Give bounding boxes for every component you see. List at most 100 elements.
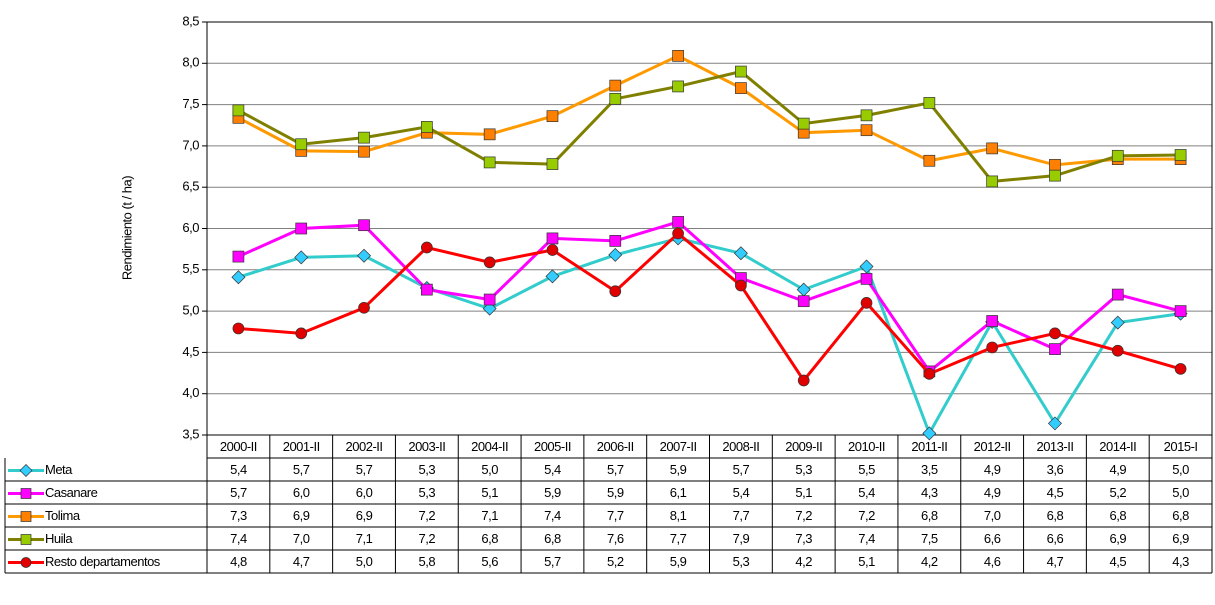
marker: [860, 273, 873, 285]
table-cell: 6,8: [1109, 508, 1126, 523]
y-tick-label: 6,5: [182, 179, 199, 194]
table-cell: 5,9: [670, 554, 687, 569]
marker: [860, 109, 873, 122]
marker: [860, 296, 873, 309]
marker: [420, 241, 433, 254]
marker: [986, 341, 999, 354]
table-cell: 8,1: [670, 508, 687, 523]
marker: [545, 269, 560, 284]
table-cell: 7,9: [733, 531, 750, 546]
y-tick-label: 4,5: [182, 344, 199, 359]
table-cell: 5,0: [1172, 485, 1189, 500]
series-line: [237, 54, 1181, 167]
table-cell: 5,7: [293, 462, 310, 477]
marker: [672, 50, 684, 62]
table-cell: 6,9: [1109, 531, 1126, 546]
x-tick-label: 2012-II: [974, 439, 1011, 454]
table-cell: 6,9: [293, 508, 310, 523]
marker: [797, 117, 810, 130]
table-cell: 7,7: [670, 531, 687, 546]
table-cell: 5,3: [419, 485, 436, 500]
marker: [797, 295, 810, 308]
table-cell: 6,0: [356, 485, 373, 500]
marker: [797, 374, 810, 387]
marker: [1110, 315, 1125, 330]
table-cell: 5,9: [670, 462, 687, 477]
table-cell: 6,8: [1172, 508, 1189, 523]
marker: [672, 80, 684, 93]
x-tick-label: 2005-II: [534, 439, 571, 454]
table-cell: 7,1: [356, 531, 373, 546]
marker: [735, 65, 747, 78]
legend-marker: [20, 534, 32, 545]
table-cell: 5,7: [356, 462, 373, 477]
marker: [232, 322, 245, 335]
y-tick-label: 4,0: [182, 385, 199, 400]
x-tick-label: 2001-II: [283, 439, 320, 454]
marker: [860, 124, 873, 137]
marker: [546, 158, 559, 170]
marker: [1049, 327, 1061, 340]
table-cell: 7,3: [230, 508, 247, 523]
table-cell: 4,8: [230, 554, 247, 569]
table-cell: 5,1: [481, 485, 498, 500]
table-cell: 5,1: [858, 554, 875, 569]
x-tick-label: 2011-II: [911, 439, 947, 454]
table-cell: 5,5: [858, 462, 875, 477]
table-cell: 6,6: [984, 531, 1001, 546]
marker: [358, 219, 370, 232]
y-tick-label: 8,5: [182, 13, 199, 28]
table-cell: 4,3: [921, 485, 938, 500]
table-cell: 7,2: [419, 508, 436, 523]
table-cell: 5,0: [481, 462, 498, 477]
table-cell: 4,7: [1047, 554, 1064, 569]
table-cell: 4,7: [293, 554, 310, 569]
table-cell: 5,3: [419, 462, 436, 477]
legend-label: Meta: [45, 462, 73, 477]
table-cell: 5,1: [795, 485, 812, 500]
legend-label: Casanare: [45, 485, 98, 500]
table-cell: 5,9: [607, 485, 624, 500]
table-cell: 5,6: [481, 554, 498, 569]
marker: [609, 285, 622, 298]
marker: [1174, 363, 1187, 375]
y-tick-label: 3,5: [182, 426, 199, 441]
marker: [986, 175, 999, 188]
marker: [483, 293, 496, 306]
marker: [609, 92, 622, 105]
table-cell: 7,5: [921, 531, 938, 546]
marker: [1111, 288, 1124, 301]
table-cell: 4,2: [921, 554, 938, 569]
marker: [1049, 169, 1061, 182]
marker: [546, 232, 559, 245]
x-tick-label: 2003-II: [408, 439, 445, 454]
marker: [923, 97, 936, 109]
table-cell: 5,4: [733, 485, 750, 500]
marker: [609, 235, 622, 247]
x-tick-label: 2007-II: [660, 439, 697, 454]
table-cell: 4,9: [1109, 462, 1126, 477]
marker: [859, 259, 874, 274]
legend-marker: [19, 464, 33, 477]
marker: [1174, 305, 1187, 317]
table-cell: 7,4: [544, 508, 561, 523]
table-cell: 5,7: [733, 462, 750, 477]
table-cell: 5,7: [544, 554, 561, 569]
legend-label: Huila: [45, 531, 73, 546]
y-tick-label: 7,0: [182, 137, 199, 152]
table-cell: 4,2: [795, 554, 812, 569]
table-cell: 6,8: [1047, 508, 1064, 523]
table-cell: 7,0: [293, 531, 310, 546]
table-cell: 6,8: [481, 531, 498, 546]
legend-marker: [20, 488, 32, 499]
x-tick-label: 2013-II: [1036, 439, 1073, 454]
marker: [295, 327, 308, 340]
table-cell: 6,6: [1047, 531, 1064, 546]
marker: [295, 138, 308, 151]
x-tick-label: 2008-II: [722, 439, 759, 454]
legend-label: Resto departamentos: [45, 554, 161, 569]
x-tick-label: 2014-II: [1099, 439, 1136, 454]
x-tick-label: 2015-I: [1164, 439, 1198, 454]
table-cell: 7,2: [795, 508, 812, 523]
marker: [796, 282, 811, 297]
